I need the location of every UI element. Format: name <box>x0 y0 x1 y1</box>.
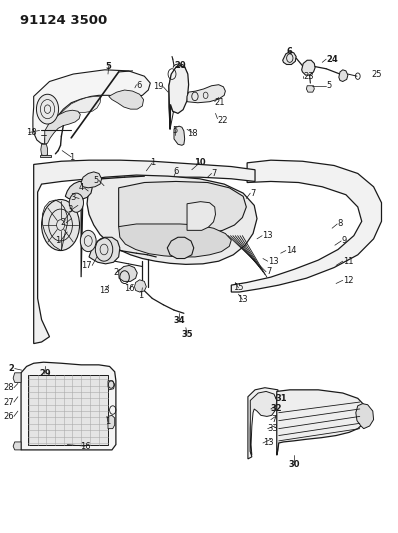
Text: 5: 5 <box>94 176 99 185</box>
Text: 26: 26 <box>3 412 14 421</box>
Polygon shape <box>119 265 137 281</box>
Text: 34: 34 <box>173 316 185 325</box>
Text: 19: 19 <box>153 82 163 91</box>
Text: 6: 6 <box>137 81 142 90</box>
Text: 25: 25 <box>372 70 382 78</box>
Polygon shape <box>89 237 120 264</box>
Circle shape <box>37 94 59 124</box>
Text: 24: 24 <box>326 55 338 63</box>
Text: 4: 4 <box>79 183 84 192</box>
Text: 12: 12 <box>343 276 353 285</box>
Text: 1: 1 <box>55 237 60 246</box>
Text: 6: 6 <box>287 47 293 55</box>
Polygon shape <box>250 391 277 455</box>
Text: 1: 1 <box>150 158 155 167</box>
Text: 16: 16 <box>124 284 135 293</box>
Circle shape <box>80 230 96 252</box>
Polygon shape <box>248 387 278 459</box>
Polygon shape <box>339 70 348 82</box>
Text: 3: 3 <box>67 205 72 214</box>
Polygon shape <box>283 52 296 64</box>
Polygon shape <box>47 96 101 135</box>
Text: 7: 7 <box>250 189 256 198</box>
Polygon shape <box>13 442 21 450</box>
Text: 7: 7 <box>212 169 217 178</box>
Polygon shape <box>33 70 150 144</box>
Text: 5: 5 <box>326 81 332 90</box>
Polygon shape <box>34 160 255 344</box>
Text: 7: 7 <box>271 415 276 424</box>
Polygon shape <box>81 175 257 277</box>
Text: 16: 16 <box>80 442 90 451</box>
Polygon shape <box>356 403 374 429</box>
Text: 35: 35 <box>181 330 193 339</box>
Text: 22: 22 <box>217 116 228 125</box>
Polygon shape <box>169 66 188 130</box>
Text: 14: 14 <box>286 246 297 255</box>
Text: 8: 8 <box>337 220 343 229</box>
Polygon shape <box>302 60 315 75</box>
Text: 6: 6 <box>173 167 179 176</box>
Polygon shape <box>108 381 115 390</box>
Text: 2: 2 <box>9 364 15 373</box>
Polygon shape <box>187 201 215 230</box>
Text: 28: 28 <box>3 383 14 392</box>
Polygon shape <box>45 110 80 144</box>
Text: 18: 18 <box>27 128 37 137</box>
Text: 23: 23 <box>303 71 314 80</box>
Polygon shape <box>40 155 51 157</box>
Text: 32: 32 <box>271 405 283 414</box>
Text: 1: 1 <box>68 153 74 162</box>
Polygon shape <box>306 86 314 92</box>
Text: 2: 2 <box>113 269 119 277</box>
Polygon shape <box>167 237 194 259</box>
Polygon shape <box>119 181 246 235</box>
Text: 30: 30 <box>288 460 300 469</box>
Polygon shape <box>28 375 108 445</box>
Text: 15: 15 <box>233 283 244 292</box>
Polygon shape <box>135 280 146 292</box>
Text: 5: 5 <box>173 126 178 135</box>
Text: 33: 33 <box>268 424 279 433</box>
Text: 13: 13 <box>263 439 273 448</box>
Circle shape <box>69 193 84 212</box>
Polygon shape <box>109 90 144 109</box>
Polygon shape <box>13 373 21 382</box>
Text: 17: 17 <box>82 261 92 270</box>
Text: 10: 10 <box>194 158 205 167</box>
Polygon shape <box>231 160 382 292</box>
Polygon shape <box>108 415 115 429</box>
Text: 1: 1 <box>105 417 111 426</box>
Polygon shape <box>65 181 92 199</box>
Text: 29: 29 <box>39 369 51 378</box>
Text: 11: 11 <box>343 257 353 265</box>
Text: 20: 20 <box>174 61 186 70</box>
Text: 31: 31 <box>275 394 287 403</box>
Text: 13: 13 <box>268 257 278 265</box>
Polygon shape <box>119 224 231 257</box>
Polygon shape <box>41 144 47 156</box>
Text: 1: 1 <box>139 291 144 300</box>
Text: 13: 13 <box>262 231 273 240</box>
Text: 5: 5 <box>106 62 112 70</box>
Text: 7: 7 <box>266 268 271 276</box>
Text: 13: 13 <box>100 286 110 295</box>
Text: 91124 3500: 91124 3500 <box>20 14 107 27</box>
Text: 27: 27 <box>3 398 14 407</box>
Polygon shape <box>169 66 189 130</box>
Polygon shape <box>81 172 101 188</box>
Text: 13: 13 <box>237 295 248 304</box>
Circle shape <box>41 199 80 251</box>
Polygon shape <box>277 390 366 455</box>
Text: 3: 3 <box>70 193 75 202</box>
Text: 18: 18 <box>187 129 198 138</box>
Polygon shape <box>187 85 225 103</box>
Text: 9: 9 <box>341 237 346 246</box>
Text: 2: 2 <box>61 219 66 228</box>
Polygon shape <box>174 126 185 146</box>
Text: 21: 21 <box>215 98 225 107</box>
Polygon shape <box>21 362 116 450</box>
